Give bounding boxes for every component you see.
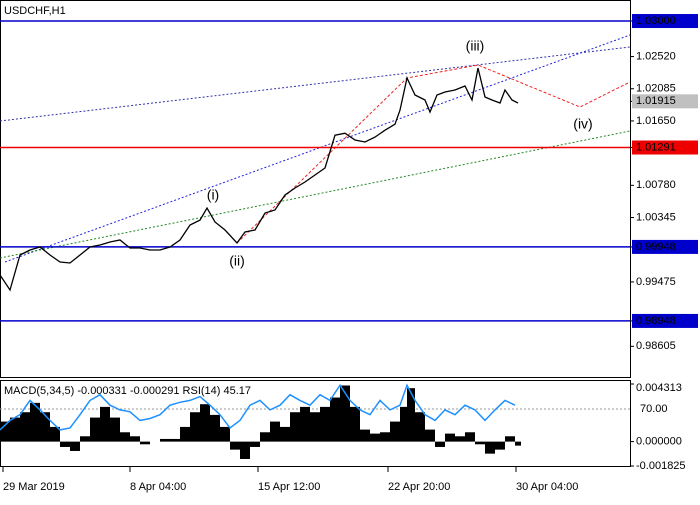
macd-bar (425, 429, 435, 442)
macd-bar (220, 426, 230, 442)
macd-bar (400, 406, 407, 442)
macd-bar (505, 436, 515, 442)
macd-bar (350, 406, 360, 442)
macd-bar (230, 441, 240, 450)
channel-top (0, 46, 631, 122)
macd-bar (370, 433, 380, 442)
macd-bar (160, 438, 170, 442)
rsi-line (0, 383, 516, 431)
macd-bar (20, 412, 30, 442)
y-tick-label: 0.004313 (636, 382, 682, 394)
macd-bar (280, 426, 290, 442)
price-label-box (632, 239, 698, 254)
macd-bar (190, 412, 200, 442)
macd-bar (455, 436, 465, 442)
macd-bar (10, 417, 20, 442)
macd-bar (60, 441, 70, 447)
x-tick-label: 8 Apr 04:00 (130, 481, 186, 493)
macd-bar (120, 432, 130, 442)
macd-bar (300, 406, 310, 442)
macd-bar (475, 441, 485, 445)
macd-bar (415, 412, 425, 442)
channel-base (4, 34, 631, 263)
y-tick-label: 1.01915 (636, 95, 676, 107)
support-line (0, 130, 631, 259)
macd-bar (260, 432, 270, 442)
macd-bar (110, 417, 120, 442)
macd-bar (330, 397, 340, 442)
y-tick-label: 0.99475 (636, 276, 676, 288)
macd-bar (320, 406, 330, 442)
wave-label: (iii) (466, 38, 485, 54)
price-label-box (632, 94, 698, 109)
y-tick-label: -0.001825 (636, 460, 686, 472)
macd-bar (407, 388, 415, 442)
y-tick-label: 0.98605 (636, 340, 676, 352)
macd-bar (70, 441, 80, 451)
main-panel (0, 0, 631, 378)
price-label-box (632, 14, 698, 29)
macd-bar (360, 429, 370, 442)
y-tick-label: 1.00345 (636, 211, 676, 223)
wave-label: (i) (207, 187, 219, 203)
macd-bar (210, 414, 220, 442)
y-tick-label: 1.00780 (636, 179, 676, 191)
macd-bar (40, 412, 50, 442)
wave-path (236, 64, 631, 244)
macd-bar (50, 426, 60, 442)
y2-tick-label: 70.00 (640, 403, 668, 415)
chart-title: USDCHF,H1 (4, 5, 66, 17)
y-tick-label: 1.02085 (636, 83, 676, 95)
price-label-box (632, 140, 698, 155)
macd-bar (100, 406, 110, 442)
y-tick-label: 1.01291 (636, 141, 676, 153)
x-tick-label: 22 Apr 20:00 (388, 481, 450, 493)
indicator-title: MACD(5,34,5) -0.000331 -0.000291 RSI(14)… (4, 385, 251, 397)
macd-bar (140, 441, 150, 445)
macd-bar (435, 441, 445, 447)
macd-bar (380, 432, 390, 442)
macd-bar (250, 441, 260, 447)
macd-bar (90, 417, 100, 442)
x-tick-label: 30 Apr 04:00 (516, 481, 578, 493)
y-tick-label: 0.000000 (636, 436, 682, 448)
macd-bar (515, 441, 521, 446)
macd-bar (390, 421, 400, 442)
macd-bar (340, 385, 350, 442)
x-tick-label: 15 Apr 12:00 (258, 481, 320, 493)
price-label-box (632, 313, 698, 328)
macd-bar (270, 421, 280, 442)
macd-bar (170, 438, 180, 442)
macd-bar (495, 441, 505, 450)
y-tick-label: 0.98948 (636, 315, 676, 327)
wave-label: (ii) (229, 253, 245, 269)
y-tick-label: 1.01650 (636, 115, 676, 127)
macd-bar (30, 402, 40, 442)
macd-bar (465, 432, 475, 442)
macd-bar (0, 421, 10, 442)
macd-bar (200, 404, 210, 442)
macd-bar (310, 412, 320, 442)
y-tick-label: 1.03000 (636, 15, 676, 27)
macd-bar (80, 436, 90, 442)
x-tick-label: 29 Mar 2019 (3, 481, 65, 493)
y-tick-label: 1.02520 (636, 50, 676, 62)
macd-bar (240, 441, 250, 459)
wave-label: (iv) (573, 116, 592, 132)
macd-bar (180, 426, 190, 442)
macd-bar (445, 433, 455, 442)
price-line (0, 67, 519, 292)
macd-bar (485, 441, 495, 454)
y-tick-label: 0.99948 (636, 241, 676, 253)
macd-bar (130, 436, 140, 442)
macd-bar (290, 412, 300, 442)
